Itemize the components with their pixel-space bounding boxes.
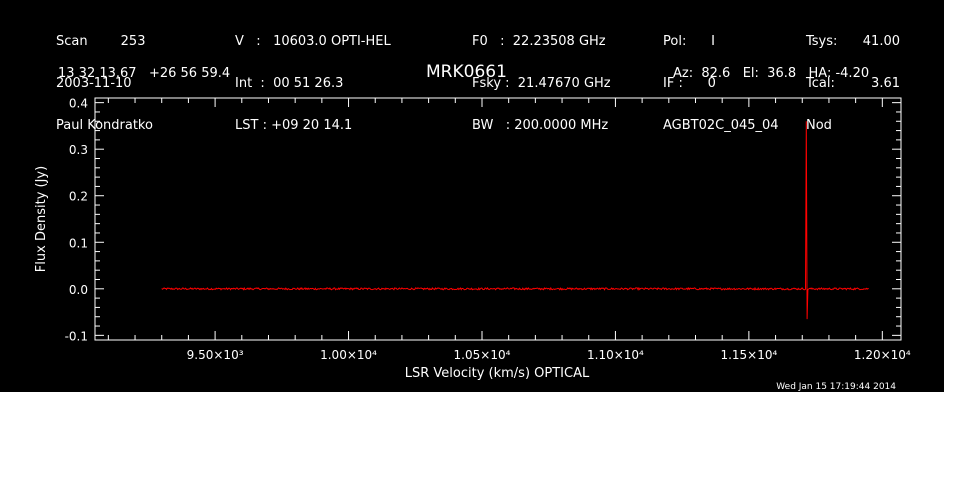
y-tick-label: 0.2 <box>69 190 88 204</box>
y-axis-label: Flux Density (Jy) <box>34 166 49 272</box>
y-tick-label: 0.4 <box>69 97 88 111</box>
header-col-scan: Scan 253 2003-11-10 Paul Kondratko <box>56 7 153 161</box>
pol-line: Pol: I <box>663 34 715 49</box>
scan-line: Scan 253 <box>56 34 146 49</box>
header-col-frequency: F0 : 22.23508 GHz Fsky : 21.47670 GHz BW… <box>472 7 611 161</box>
integration-line: Int : 00 51 26.3 <box>235 76 344 91</box>
x-tick-label: 9.50×10³ <box>187 348 244 362</box>
az-el-ha: Az: 82.6 El: 36.8 HA: -4.20 <box>673 66 870 81</box>
sky-frequency-line: Fsky : 21.47670 GHz <box>472 76 611 91</box>
rest-frequency-line: F0 : 22.23508 GHz <box>472 34 606 49</box>
tsys-value: 41.00 <box>862 34 900 49</box>
source-coordinates: 13 32 13.67 +26 56 59.4 <box>58 66 231 81</box>
velocity-line: V : 10603.0 OPTI-HEL <box>235 34 391 49</box>
bandwidth-line: BW : 200.0000 MHz <box>472 118 609 133</box>
x-tick-label: 1.20×10⁴ <box>854 348 911 362</box>
mode-label: Nod <box>806 118 832 133</box>
x-tick-label: 1.05×10⁴ <box>454 348 511 362</box>
header-col-velocity: V : 10603.0 OPTI-HEL Int : 00 51 26.3 LS… <box>235 7 391 161</box>
tcal-label: Tcal: <box>806 76 835 91</box>
observer-line: Paul Kondratko <box>56 118 153 133</box>
x-tick-label: 1.15×10⁴ <box>720 348 777 362</box>
tcal-value: 3.61 <box>871 76 900 91</box>
plot-frame <box>94 97 902 341</box>
y-tick-label: -0.1 <box>65 329 88 343</box>
lst-line: LST : +09 20 14.1 <box>235 118 353 133</box>
chart-title: MRK0661 <box>426 62 507 82</box>
y-tick-label: 0.1 <box>69 236 88 250</box>
x-axis-label: LSR Velocity (km/s) OPTICAL <box>405 366 590 381</box>
plot-panel: Scan 253 2003-11-10 Paul Kondratko V : 1… <box>0 0 944 392</box>
y-tick-label: 0.3 <box>69 143 88 157</box>
x-tick-label: 1.10×10⁴ <box>587 348 644 362</box>
spectrum-chart: 9.50×10³ 1.00×10⁴ 1.05×10⁴ 1.10×10⁴ 1.15×10⁴… <box>34 97 911 392</box>
project-line: AGBT02C_045_04 <box>663 118 779 133</box>
date-line: 2003-11-10 <box>56 76 132 91</box>
y-tick-label: 0.0 <box>69 283 88 297</box>
spectrum-line <box>161 121 869 320</box>
plot-timestamp: Wed Jan 15 17:19:44 2014 <box>776 382 896 392</box>
header-col-tsys-values: 41.00 3.61 <box>846 7 900 147</box>
x-tick-label: 1.00×10⁴ <box>320 348 377 362</box>
tsys-label: Tsys: <box>806 34 838 49</box>
header-col-tsys-labels: Tsys: Tcal: Nod <box>806 7 837 161</box>
if-line: IF : 0 <box>663 76 716 91</box>
header-col-pol: Pol: I IF : 0 AGBT02C_045_04 <box>663 7 779 161</box>
